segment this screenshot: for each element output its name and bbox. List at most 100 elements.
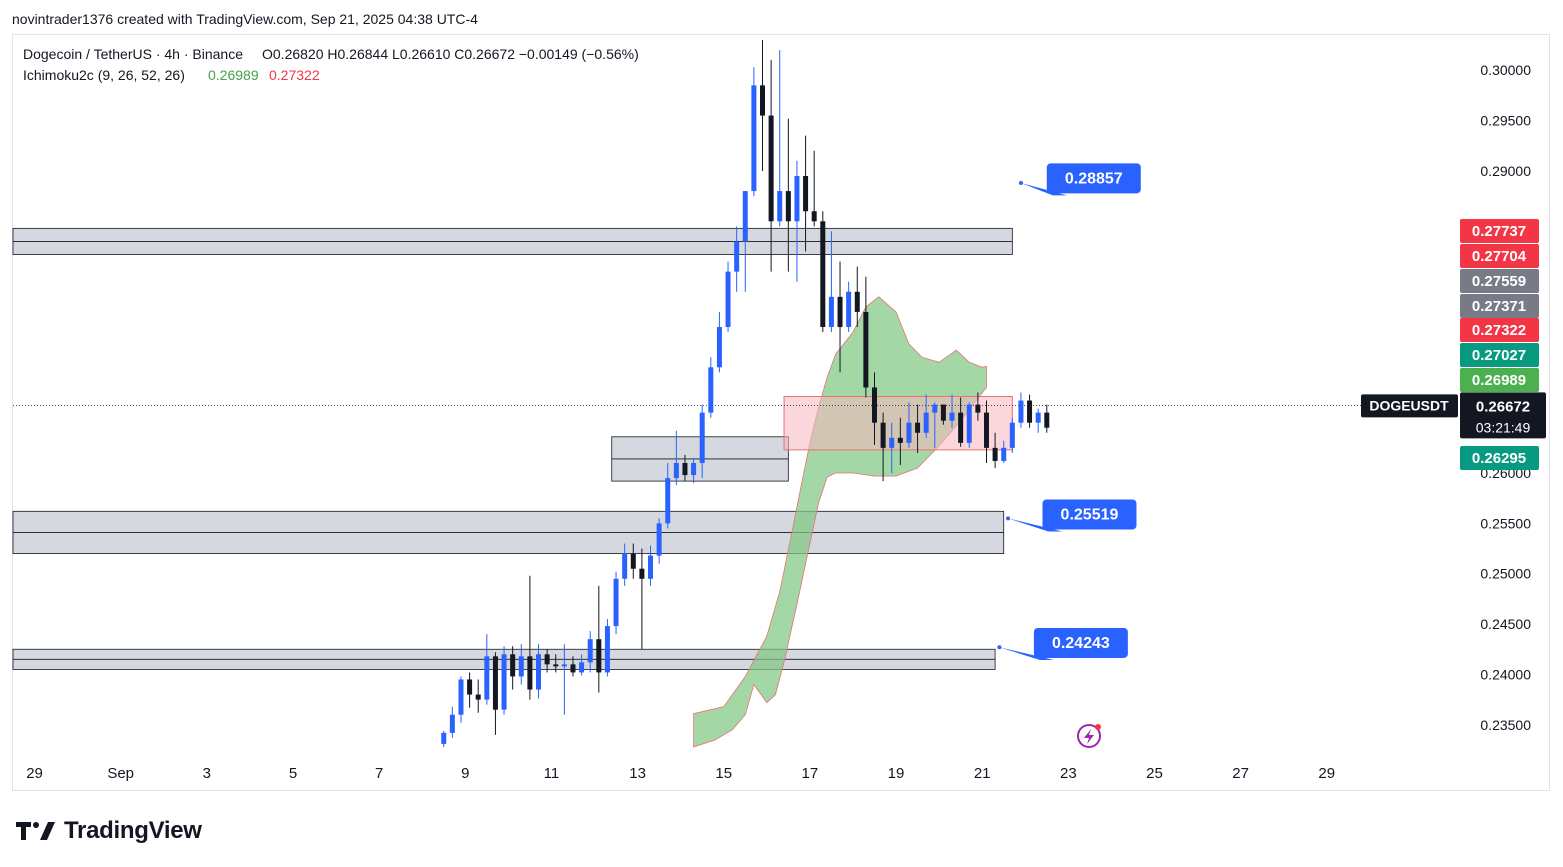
candle-69[interactable] — [1035, 408, 1041, 433]
candle-21[interactable] — [622, 543, 628, 586]
candle-55[interactable] — [915, 404, 921, 453]
y-tick-label-5: 0.25000 — [1480, 566, 1531, 582]
candle-1[interactable] — [449, 706, 455, 738]
candle-11[interactable] — [536, 644, 542, 699]
candle-50[interactable] — [871, 372, 877, 445]
candle-body — [940, 404, 946, 421]
candle-body — [639, 568, 645, 579]
candle-54[interactable] — [906, 402, 912, 448]
candle-14[interactable] — [561, 644, 567, 715]
candle-27[interactable] — [673, 430, 679, 486]
candle-28[interactable] — [682, 454, 688, 482]
candle-63[interactable] — [983, 400, 989, 463]
candle-62[interactable] — [975, 392, 981, 421]
candle-57[interactable] — [932, 402, 938, 448]
candle-61[interactable] — [966, 402, 972, 448]
candle-4[interactable] — [475, 679, 481, 713]
candle-body — [742, 191, 748, 242]
candle-25[interactable] — [656, 518, 662, 564]
price-callout-2[interactable]: 0.24243 — [997, 627, 1128, 660]
candle-38[interactable] — [768, 60, 774, 272]
candle-16[interactable] — [579, 654, 585, 676]
candle-70[interactable] — [1044, 404, 1050, 433]
candle-44[interactable] — [820, 211, 826, 333]
candle-41[interactable] — [794, 160, 800, 282]
candle-66[interactable] — [1009, 417, 1015, 453]
candle-9[interactable] — [518, 644, 524, 685]
candle-26[interactable] — [665, 462, 671, 529]
candle-29[interactable] — [691, 457, 697, 484]
candle-42[interactable] — [803, 135, 809, 252]
candle-22[interactable] — [630, 543, 636, 579]
candle-6[interactable] — [492, 652, 498, 735]
symbol-label[interactable]: DOGEUSDT — [1361, 394, 1458, 418]
candle-15[interactable] — [570, 656, 576, 677]
x-tick-label-2: 3 — [203, 765, 211, 782]
candle-7[interactable] — [501, 646, 507, 715]
candle-18[interactable] — [596, 585, 602, 693]
candle-48[interactable] — [854, 266, 860, 328]
lightning-icon[interactable] — [1077, 724, 1101, 748]
candle-24[interactable] — [648, 545, 654, 586]
candle-body — [794, 175, 800, 222]
last-price-tag[interactable]: 0.26672 03:21:49 — [1460, 392, 1546, 439]
price-tag-0[interactable]: 0.27737 — [1460, 219, 1539, 243]
candle-56[interactable] — [923, 394, 929, 438]
candle-68[interactable] — [1027, 394, 1033, 428]
candle-53[interactable] — [897, 417, 903, 465]
candle-34[interactable] — [734, 226, 740, 292]
candle-13[interactable] — [553, 654, 559, 673]
candle-37[interactable] — [759, 40, 765, 171]
candle-19[interactable] — [604, 619, 610, 677]
candle-46[interactable] — [837, 261, 843, 373]
candle-body — [975, 404, 981, 413]
candle-12[interactable] — [544, 649, 550, 673]
candle-64[interactable] — [992, 432, 998, 469]
tradingview-logo[interactable]: TradingView — [16, 815, 202, 847]
candle-30[interactable] — [699, 404, 705, 479]
candles-layer — [441, 40, 1050, 747]
price-tag-4[interactable]: 0.27322 — [1460, 318, 1539, 342]
candle-65[interactable] — [1001, 440, 1007, 463]
callouts-layer: 0.28857 0.25519 0.24243 — [997, 163, 1141, 660]
candle-43[interactable] — [811, 150, 817, 227]
candle-49[interactable] — [863, 276, 869, 398]
candle-17[interactable] — [587, 631, 593, 673]
candle-67[interactable] — [1018, 392, 1024, 428]
legend-indicator-value-2: 0.27322 — [269, 67, 320, 83]
candle-2[interactable] — [458, 676, 464, 723]
price-callout-1[interactable]: 0.25519 — [1006, 499, 1137, 532]
candle-39[interactable] — [777, 50, 783, 227]
candle-47[interactable] — [846, 281, 852, 333]
price-tag-2[interactable]: 0.27559 — [1460, 269, 1539, 293]
candle-23[interactable] — [639, 548, 645, 650]
candle-20[interactable] — [613, 571, 619, 635]
price-callout-0[interactable]: 0.28857 — [1018, 163, 1141, 196]
candle-35[interactable] — [742, 191, 748, 292]
candle-45[interactable] — [828, 231, 834, 333]
candle-59[interactable] — [949, 394, 955, 428]
candle-10[interactable] — [527, 575, 533, 700]
candle-0[interactable] — [441, 730, 447, 747]
candle-31[interactable] — [708, 357, 714, 418]
price-tag-1[interactable]: 0.27704 — [1460, 244, 1539, 268]
price-tag-6[interactable]: 0.26989 — [1460, 368, 1539, 392]
bar-countdown: 03:21:49 — [1476, 419, 1531, 435]
candle-32[interactable] — [716, 311, 722, 373]
candle-60[interactable] — [958, 397, 964, 447]
candle-body — [665, 478, 671, 524]
candle-body — [622, 553, 628, 579]
candle-36[interactable] — [751, 67, 757, 197]
price-tag-7[interactable]: 0.26295 — [1460, 446, 1539, 470]
candle-5[interactable] — [484, 634, 490, 705]
candle-58[interactable] — [940, 404, 946, 425]
price-tag-5[interactable]: 0.27027 — [1460, 343, 1539, 367]
candle-40[interactable] — [785, 118, 791, 272]
candle-3[interactable] — [467, 672, 473, 708]
price-tag-3[interactable]: 0.27371 — [1460, 294, 1539, 318]
candle-52[interactable] — [889, 422, 895, 474]
candle-51[interactable] — [880, 412, 886, 482]
candle-33[interactable] — [725, 261, 731, 333]
candle-8[interactable] — [510, 646, 516, 690]
